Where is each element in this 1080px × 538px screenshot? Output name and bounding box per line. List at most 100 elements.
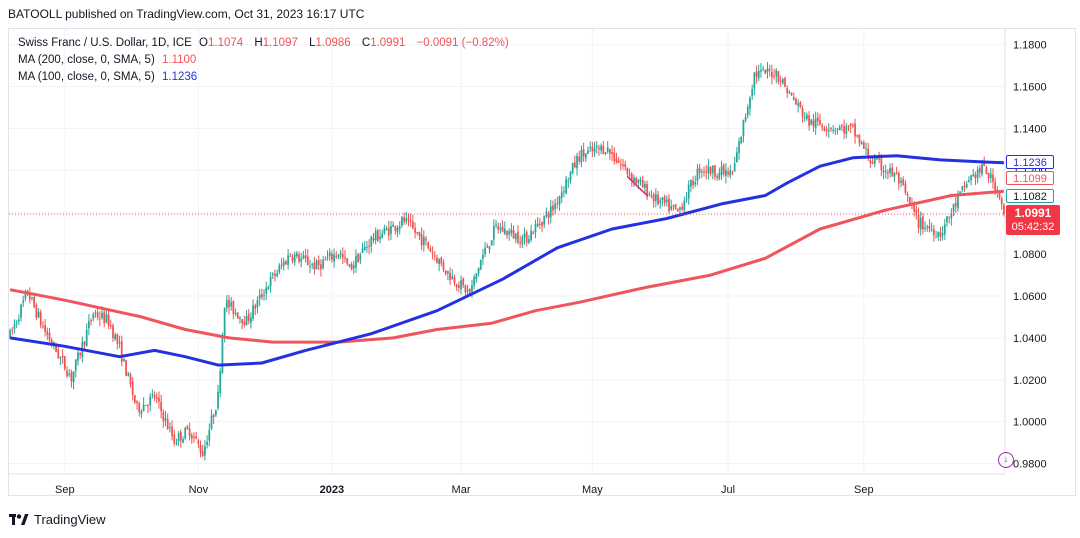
candle-body [915,209,918,213]
candle-body [245,316,248,326]
candle-body [841,125,843,127]
candle-body [1000,198,1003,205]
tradingview-logo[interactable]: TradingView [9,512,106,527]
candle-body [169,426,171,428]
candle-body [779,80,782,82]
candle-body [385,228,388,230]
candle-body [184,428,187,439]
candle-body [471,285,473,292]
price-tick-label: 0.9800 [1013,459,1047,471]
candle-body [722,164,725,175]
time-tick-label: Jul [721,484,735,496]
candle-body [328,252,331,257]
candle-body [801,108,804,117]
candle-body [528,239,530,243]
time-tick-label: 2023 [320,484,344,496]
candle-body [164,417,167,421]
candle-body [173,434,176,444]
candle-body [812,120,815,127]
candle-body [403,217,405,222]
price-axis: 1.18001.16001.14001.12001.10001.08001.06… [1013,40,1047,471]
candle-body [613,152,616,161]
candle-body [740,136,743,143]
candle-body [195,436,198,439]
candle-body [221,335,224,373]
replay-clock-icon[interactable]: ↓ [998,452,1014,468]
candle-body [878,158,881,160]
legend-ma200[interactable]: MA (200, close, 0, SMA, 5) 1.1100 [18,54,200,66]
candle-body [552,205,554,211]
candle-body [760,69,762,72]
candle-body [744,116,747,121]
candle-body [103,312,106,324]
candle-body [118,342,121,344]
candle-body [784,77,786,87]
candle-body [937,232,940,237]
candle-body [755,71,758,77]
candle-body [908,197,911,204]
candle-body [381,233,384,239]
candle-body [151,394,154,396]
candle-body [871,162,874,164]
candle-body [83,341,86,345]
candle-body [838,126,841,131]
candle-body [123,358,125,361]
candle-body [287,255,289,265]
candle-body [746,106,749,116]
candle-body [819,120,821,125]
candle-body [289,255,292,257]
candle-body [628,174,631,176]
candle-body [306,256,309,266]
candle-body [808,115,810,126]
candle-body [865,148,867,150]
candle-body [582,149,585,157]
candle-body [565,178,567,194]
candle-body [685,198,688,200]
candle-body [963,185,966,187]
candle-body [344,257,346,259]
candle-body [611,152,613,155]
candle-body [987,172,990,179]
candle-body [521,237,524,245]
candle-body [517,231,519,243]
candle-body [692,180,694,186]
candle-body [206,441,208,445]
candle-body [144,404,147,406]
candle-body [913,203,916,212]
candle-body [554,203,557,210]
candle-body [906,194,909,196]
candle-body [644,184,646,188]
candle-body [94,312,97,314]
candle-body [654,194,657,201]
candle-body [276,273,279,276]
ma100-value: 1.1236 [161,71,198,83]
candle-body [263,295,265,297]
legend-ma100[interactable]: MA (100, close, 0, SMA, 5) 1.1236 [18,71,201,83]
candle-body [212,414,215,418]
candle-body [700,171,703,173]
candle-body [217,391,219,409]
candle-body [171,426,173,437]
candle-body [834,130,837,132]
publish-info: BATOOLL published on TradingView.com, Oc… [8,7,365,21]
candle-body [788,91,791,93]
candle-body [232,300,235,314]
candle-body [672,205,675,207]
candle-body [510,229,513,234]
candle-body [55,343,57,352]
candle-body [959,191,962,195]
candle-body [208,429,211,441]
candle-body [488,246,491,250]
candle-body [425,238,427,241]
candle-body [114,334,117,340]
ma100-label: MA (100, close, 0, SMA, 5) [18,71,155,83]
candle-body [420,234,423,246]
ma200-value: 1.1100 [161,54,197,66]
legend-change: −0.0091 (−0.82%) [416,37,509,49]
candle-body [116,333,119,344]
candle-body [331,253,333,260]
candle-body [20,304,22,318]
candle-body [503,228,506,234]
candle-body [646,184,648,197]
